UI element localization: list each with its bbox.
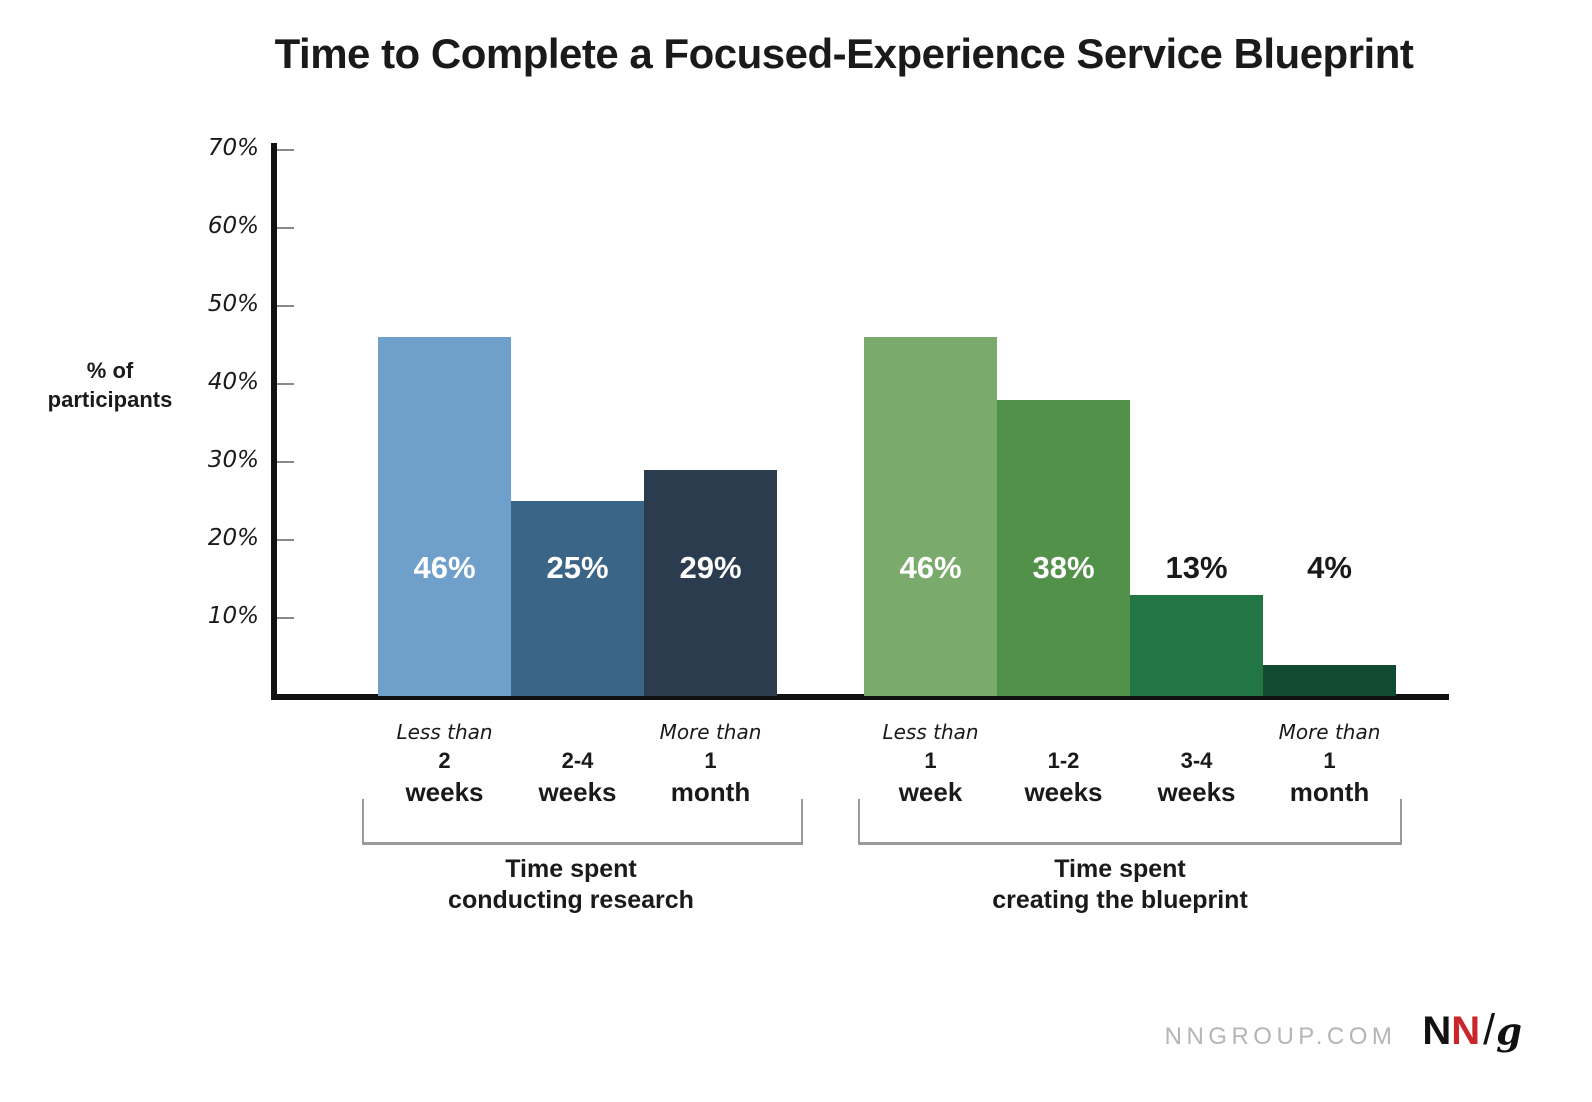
bar (864, 337, 997, 696)
nng-logo-n1: N (1422, 1009, 1452, 1053)
group-caption-line: creating the blueprint (992, 886, 1248, 914)
x-category-number: 1-2 (1047, 748, 1080, 773)
x-category-number: 1 (704, 748, 717, 773)
group-caption-line: Time spent (505, 855, 637, 883)
y-tick-label: 40% (207, 369, 259, 395)
bar-value-label: 46% (413, 550, 476, 585)
x-category-label: Less than 2 weeks (365, 720, 525, 808)
bar-value-label: 38% (1032, 550, 1095, 585)
y-tick-mark (277, 227, 294, 229)
y-axis-title: % of participants (28, 356, 192, 414)
x-category-label: More than 1 month (1250, 720, 1410, 808)
group-caption-line: conducting research (448, 886, 694, 914)
y-tick-label: 30% (207, 447, 259, 473)
y-tick-mark (277, 149, 294, 151)
bar (1263, 665, 1396, 696)
y-tick-mark (277, 305, 294, 307)
y-tick-label: 20% (207, 525, 259, 551)
group-bracket-research (362, 799, 803, 845)
x-category-unit: month (670, 777, 751, 807)
y-tick-label: 70% (207, 135, 259, 161)
nng-logo-n2: N (1451, 1009, 1481, 1053)
x-category-unit: weeks (1157, 777, 1236, 807)
x-category-qualifier: More than (1278, 720, 1381, 744)
x-category-label: 3-4 weeks (1117, 720, 1277, 808)
x-category-qualifier: Less than (882, 720, 979, 744)
nng-logo-slash: / (1483, 1006, 1496, 1054)
nng-logo-g: g (1496, 1009, 1522, 1053)
x-category-number: 3-4 (1180, 748, 1213, 773)
group-caption-research: Time spent conducting research (331, 854, 811, 916)
nng-logo: NN/g (1422, 1006, 1522, 1055)
bar-value-label: 46% (899, 550, 962, 585)
x-category-unit: weeks (538, 777, 617, 807)
y-tick-label: 60% (207, 213, 259, 239)
y-tick-mark (277, 461, 294, 463)
bar-value-label: 13% (1165, 550, 1228, 585)
x-category-number: 2-4 (561, 748, 594, 773)
x-category-label: Less than 1 week (851, 720, 1011, 808)
group-bracket-blueprint (858, 799, 1402, 845)
y-axis-title-line1: % of (86, 358, 134, 383)
x-category-label: 1-2 weeks (984, 720, 1144, 808)
bar-value-label: 29% (679, 550, 742, 585)
x-category-number: 2 (438, 748, 451, 773)
y-axis-title-line2: participants (47, 387, 173, 412)
x-category-qualifier: More than (659, 720, 762, 744)
x-category-number: 1 (924, 748, 937, 773)
bar-value-label: 4% (1307, 550, 1352, 585)
x-category-unit: week (898, 777, 963, 807)
y-tick-mark (277, 617, 294, 619)
y-tick-label: 10% (207, 603, 259, 629)
chart-title: Time to Complete a Focused-Experience Se… (274, 30, 1414, 77)
bar (378, 337, 511, 696)
bar-value-label: 25% (546, 550, 609, 585)
y-axis-line (271, 143, 277, 700)
y-tick-mark (277, 539, 294, 541)
x-category-number: 1 (1323, 748, 1336, 773)
y-tick-mark (277, 383, 294, 385)
x-category-unit: weeks (1024, 777, 1103, 807)
x-category-unit: weeks (405, 777, 484, 807)
footer: NNGROUP.COM NN/g (1165, 1006, 1522, 1055)
y-tick-label: 50% (207, 291, 259, 317)
bar (511, 501, 644, 696)
bar (997, 400, 1130, 696)
x-category-qualifier: Less than (396, 720, 493, 744)
x-axis-line (271, 694, 1449, 700)
group-caption-blueprint: Time spent creating the blueprint (880, 854, 1360, 916)
group-caption-line: Time spent (1054, 855, 1186, 883)
x-category-label: 2-4 weeks (498, 720, 658, 808)
bar (1130, 595, 1263, 696)
x-category-unit: month (1289, 777, 1370, 807)
x-category-label: More than 1 month (631, 720, 791, 808)
site-label: NNGROUP.COM (1164, 1023, 1397, 1050)
bar (644, 470, 777, 696)
